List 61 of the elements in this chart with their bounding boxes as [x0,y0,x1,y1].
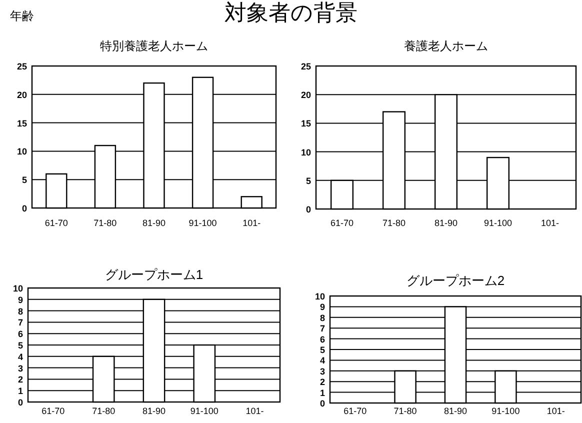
y-tick-label: 10 [314,292,325,302]
x-tick-label: 81-90 [434,218,458,228]
y-tick-label: 10 [16,146,27,157]
y-tick-label: 2 [320,377,325,388]
x-tick-label: 101- [540,218,560,228]
y-tick-label: 4 [18,352,23,362]
y-tick-label: 7 [18,318,23,328]
y-tick-label: 9 [320,302,325,312]
y-tick-label: 3 [320,366,325,376]
x-tick-label: 61-70 [330,218,354,228]
y-tick-label: 3 [18,363,23,374]
chart-title: グループホーム2 [406,273,505,288]
x-tick-label: 81-90 [142,218,166,228]
y-tick-label: 1 [320,388,325,398]
x-tick-label: 81-90 [142,406,166,416]
x-tick-label: 101- [242,218,261,228]
text: 年齢 [10,9,34,23]
x-tick-label: 61-70 [44,218,68,228]
y-tick-label: 5 [320,345,325,355]
y-tick-label: 25 [16,62,27,72]
y-tick-label: 10 [12,284,23,294]
y-tick-label: 6 [320,334,325,344]
x-tick-label: 91-100 [492,406,520,416]
x-tick-label: 91-100 [190,406,218,416]
x-tick-label: 101- [546,406,565,416]
y-tick-label: 5 [18,340,23,350]
x-tick-label: 71-80 [92,406,116,416]
y-tick-label: 20 [16,90,27,100]
y-tick-label: 15 [16,118,27,128]
x-tick-label: 91-100 [484,218,512,228]
y-tick-label: 0 [18,398,23,408]
y-tick-label: 8 [18,306,23,316]
y-tick-label: 20 [300,90,311,100]
x-tick-label: 101- [246,406,264,416]
y-tick-label: 0 [22,204,27,214]
y-tick-label: 6 [18,329,23,340]
y-tick-label: 7 [320,324,325,334]
chart-title: 特別養護老人ホーム [100,39,208,53]
y-tick-label: 10 [300,147,311,158]
y-tick-label: 0 [320,398,325,408]
x-tick-label: 91-100 [188,218,217,228]
y-tick-label: 8 [320,312,325,323]
chart-title: グループホーム1 [104,267,204,282]
y-tick-label: 4 [320,356,325,366]
y-tick-label: 9 [18,294,23,305]
y-tick-label: 0 [306,204,311,214]
y-tick-label: 15 [300,118,311,129]
x-tick-label: 71-80 [382,218,406,228]
x-tick-label: 71-80 [394,406,417,416]
x-tick-label: 71-80 [94,218,117,228]
x-tick-label: 61-70 [42,406,65,416]
y-tick-label: 5 [306,176,311,186]
x-tick-label: 61-70 [344,406,367,416]
y-tick-label: 25 [300,62,311,72]
chart-title: 養護老人ホーム [404,39,488,53]
y-tick-label: 1 [18,386,23,396]
bar [240,196,262,209]
x-tick-label: 81-90 [444,406,468,416]
y-tick-label: 5 [22,175,27,186]
y-tick-label: 2 [18,374,23,385]
text: 対象者の背景 [224,0,358,25]
